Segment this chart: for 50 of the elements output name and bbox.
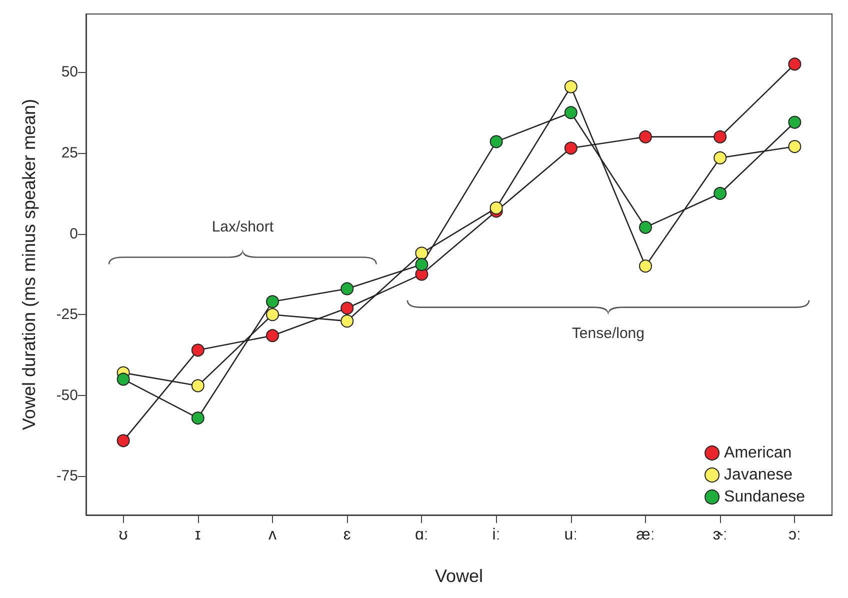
point bbox=[116, 434, 130, 448]
point bbox=[788, 140, 802, 154]
point bbox=[415, 258, 428, 271]
x-tick-label: ɛ bbox=[343, 526, 351, 544]
annotation: Lax/short bbox=[212, 218, 274, 236]
x-tick-label: ɝː bbox=[712, 526, 728, 544]
y-tick-label: 50 bbox=[61, 64, 78, 81]
point bbox=[266, 329, 279, 342]
point bbox=[788, 58, 802, 71]
point bbox=[415, 246, 428, 260]
y-tick-label: -50 bbox=[56, 386, 78, 404]
legend-label: Sundanese bbox=[724, 488, 806, 506]
point bbox=[714, 151, 727, 164]
point bbox=[266, 308, 279, 322]
annotation: Tense/long bbox=[572, 325, 644, 342]
legend-label: American bbox=[724, 444, 792, 462]
x-axis-title: Vowel bbox=[434, 566, 484, 586]
point bbox=[340, 302, 354, 315]
point bbox=[714, 186, 727, 200]
y-axis-title: Vowel duration (ms minus speaker mean) bbox=[19, 98, 39, 430]
point bbox=[564, 106, 578, 120]
x-tick-label: ɪ bbox=[195, 526, 202, 544]
point bbox=[639, 260, 652, 273]
point bbox=[788, 116, 802, 129]
x-tick-label: iː bbox=[492, 526, 500, 544]
legend-label: Javanese bbox=[724, 466, 793, 484]
x-tick-label: uː bbox=[564, 526, 578, 544]
y-tick-label: 0 bbox=[70, 225, 78, 242]
point bbox=[490, 135, 503, 148]
point bbox=[714, 130, 727, 144]
point bbox=[191, 344, 204, 357]
point bbox=[639, 220, 652, 234]
point bbox=[266, 295, 279, 308]
point bbox=[116, 372, 130, 386]
y-tick-label: -25 bbox=[56, 306, 78, 324]
y-tick-label: -75 bbox=[56, 468, 78, 485]
point bbox=[490, 201, 503, 214]
point bbox=[340, 314, 354, 328]
x-tick-label: ɔː bbox=[788, 526, 801, 544]
point bbox=[340, 282, 354, 296]
point bbox=[191, 379, 204, 392]
x-tick-label: ʌ bbox=[268, 526, 276, 544]
x-tick-label: ɑː bbox=[415, 526, 428, 544]
x-tick-label: ʊ bbox=[118, 526, 128, 544]
x-tick-label: æː bbox=[636, 526, 655, 544]
y-tick-label: 25 bbox=[61, 144, 78, 162]
point bbox=[564, 142, 578, 155]
point bbox=[639, 130, 652, 144]
point bbox=[564, 80, 578, 94]
point bbox=[191, 412, 204, 425]
